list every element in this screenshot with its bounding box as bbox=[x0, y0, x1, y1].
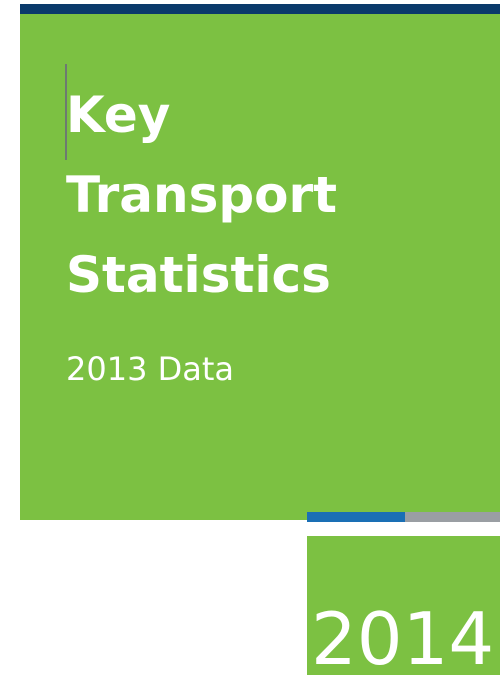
title-line: Key bbox=[66, 86, 170, 144]
title-line: Transport bbox=[66, 166, 337, 224]
year: 2014 bbox=[311, 597, 494, 675]
year-panel bbox=[307, 536, 500, 675]
top-bar bbox=[20, 4, 500, 14]
subtitle: 2013 Data bbox=[66, 350, 234, 388]
main-panel bbox=[20, 14, 500, 520]
title-line: Statistics bbox=[66, 246, 331, 304]
blue-strip bbox=[307, 512, 405, 522]
grey-strip bbox=[405, 512, 500, 522]
